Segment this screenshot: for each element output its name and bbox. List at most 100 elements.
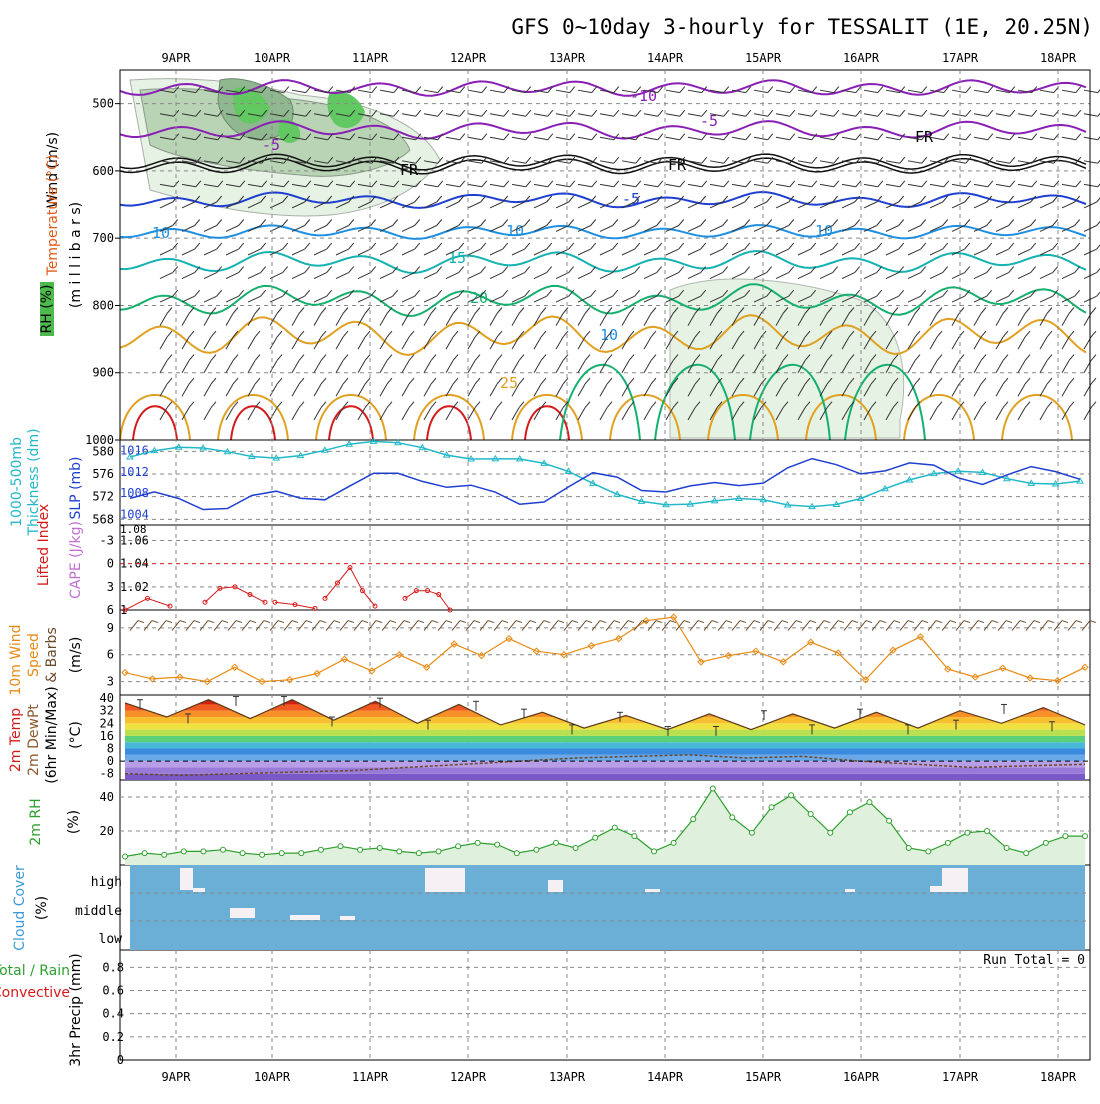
temp-band xyxy=(125,748,1085,755)
wind-barb xyxy=(731,383,740,397)
wind-barb xyxy=(181,313,190,326)
wind-barb-flag xyxy=(525,133,532,141)
wind-barb xyxy=(643,360,652,373)
thickness-marker xyxy=(710,496,719,504)
wind-barb-flag xyxy=(987,109,994,117)
wind-barb-flag xyxy=(414,266,421,273)
wind-barb xyxy=(555,383,564,397)
wind-barb xyxy=(555,313,564,326)
wind-barb-flag xyxy=(386,330,393,338)
wind-barb-flag xyxy=(349,180,356,188)
wind-barb-flag xyxy=(855,156,862,164)
slp-ytick: 1012 xyxy=(120,465,149,479)
date-label-top: 13APR xyxy=(549,51,586,65)
wind-barb-flag xyxy=(1002,354,1009,361)
wind-barb xyxy=(775,113,790,117)
wind-barb xyxy=(489,383,498,397)
temp2m-line xyxy=(124,699,1086,731)
wind-barb xyxy=(973,295,987,303)
wind-barb-flag xyxy=(810,266,817,273)
wind-barb xyxy=(1083,113,1098,117)
wind-barb xyxy=(423,89,438,94)
wind-barb xyxy=(159,272,173,279)
wind-barb xyxy=(621,272,635,279)
wind-barb-flag xyxy=(804,401,811,409)
wind-barb xyxy=(841,136,856,141)
wind-barb xyxy=(269,313,278,326)
contour-label: 15 xyxy=(448,249,466,267)
wind-barb xyxy=(863,407,872,421)
wind-barb-flag xyxy=(760,354,767,361)
wind10-marker xyxy=(285,676,294,684)
wind-barb xyxy=(247,295,261,303)
wind-barb-flag xyxy=(166,377,173,385)
wind-barb-flag xyxy=(826,307,833,314)
wind-barb xyxy=(181,183,196,188)
wind-barb-flag xyxy=(855,86,862,93)
wind-barb xyxy=(885,336,894,350)
wind10-barb xyxy=(451,620,461,631)
wind-barb xyxy=(291,313,300,326)
wind10-barbs-label: & Barbs xyxy=(44,627,60,683)
wind-barb-flag xyxy=(166,330,173,338)
wind-barb xyxy=(841,160,856,164)
wind-barb xyxy=(555,225,569,232)
wind-barb-flag xyxy=(980,307,987,314)
wind10-barb xyxy=(591,620,601,631)
wind-barb xyxy=(291,360,300,373)
wind-barb-flag xyxy=(481,133,488,141)
wind10-barb xyxy=(885,620,895,631)
wind-barb xyxy=(709,225,723,232)
wind10-barb xyxy=(647,620,657,631)
wind-barb-flag xyxy=(283,109,290,117)
wind-barb-flag xyxy=(283,180,290,188)
wind10-barb-flag xyxy=(809,620,817,624)
wind-barb-flag xyxy=(672,307,679,314)
wind-barb xyxy=(401,295,415,303)
wind-barb-flag xyxy=(744,242,751,250)
wind-barb-flag xyxy=(480,195,487,203)
wind10-barb xyxy=(185,620,195,631)
wind-barb xyxy=(577,383,586,397)
wind-barb-flag xyxy=(1030,219,1037,226)
wind-barb xyxy=(291,407,300,421)
wind-barb xyxy=(775,183,790,188)
wind-barb-flag xyxy=(613,156,620,164)
wind-barb-flag xyxy=(782,330,789,338)
wind10-barb-flag xyxy=(795,620,803,624)
wind-barb xyxy=(511,113,526,117)
wind-barb-flag xyxy=(408,401,415,409)
wind-barb xyxy=(225,201,239,209)
wind-barb xyxy=(995,183,1010,188)
wind-barb xyxy=(467,201,481,209)
wind-barb xyxy=(819,383,828,397)
wind-barb-flag xyxy=(304,195,311,203)
wind-barb xyxy=(929,313,938,326)
wind-barb-flag xyxy=(591,86,598,93)
temp-contour-20-loop xyxy=(559,363,641,441)
wind-barb xyxy=(335,407,344,421)
lifted-marker xyxy=(436,592,442,598)
wind-barb xyxy=(555,336,564,350)
wind-barb-flag xyxy=(408,377,415,385)
wind-barb-flag xyxy=(1024,307,1031,314)
wind-barb-flag xyxy=(327,133,334,141)
wind-barb-flag xyxy=(217,156,224,164)
wind-barb-flag xyxy=(276,330,283,338)
minmax-label: (6hr Min/Max) xyxy=(44,686,60,783)
wind-barb-flag xyxy=(546,242,553,250)
wind-barb-flag xyxy=(254,401,261,409)
cloud-label: Cloud Cover xyxy=(12,865,28,951)
wind10-barb xyxy=(759,620,769,631)
wind-barb-flag xyxy=(870,330,877,338)
wind-barb-flag xyxy=(1030,242,1037,250)
wind-barb xyxy=(973,201,987,209)
wind10-barb xyxy=(381,620,391,631)
wind-barb xyxy=(709,89,724,94)
wind-barb-flag xyxy=(414,219,421,226)
wind-barb xyxy=(995,136,1010,141)
wind-barb-flag xyxy=(502,195,509,203)
wind10-barb xyxy=(829,620,839,631)
wind-barb-flag xyxy=(304,266,311,273)
wind-barb xyxy=(907,248,921,256)
